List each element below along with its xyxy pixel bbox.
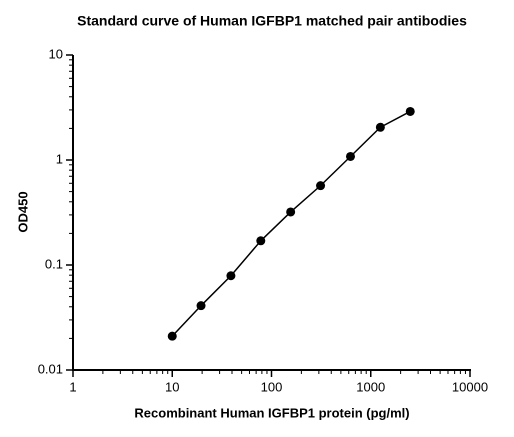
data-point [316,181,326,191]
data-point [405,106,415,116]
y-tick-label: 0.1 [45,256,63,271]
y-tick-label: 0.01 [38,361,63,376]
x-tick-label: 1000 [356,379,385,394]
data-point [286,207,296,217]
data-point [256,236,266,246]
data-point [345,151,355,161]
fit-curve [171,110,411,337]
y-axis-label: OD450 [15,191,30,232]
x-axis-label: Recombinant Human IGFBP1 protein (pg/ml) [134,405,409,420]
data-point [375,122,385,132]
x-tick-label: 10000 [452,379,488,394]
data-point [196,301,206,311]
x-tick-label: 1 [69,379,76,394]
x-tick-label: 100 [261,379,283,394]
x-tick-label: 10 [165,379,179,394]
y-tick-label: 10 [49,46,63,61]
data-point [226,271,236,281]
data-point [167,331,177,341]
y-tick-label: 1 [56,151,63,166]
chart-title: Standard curve of Human IGFBP1 matched p… [77,13,467,29]
